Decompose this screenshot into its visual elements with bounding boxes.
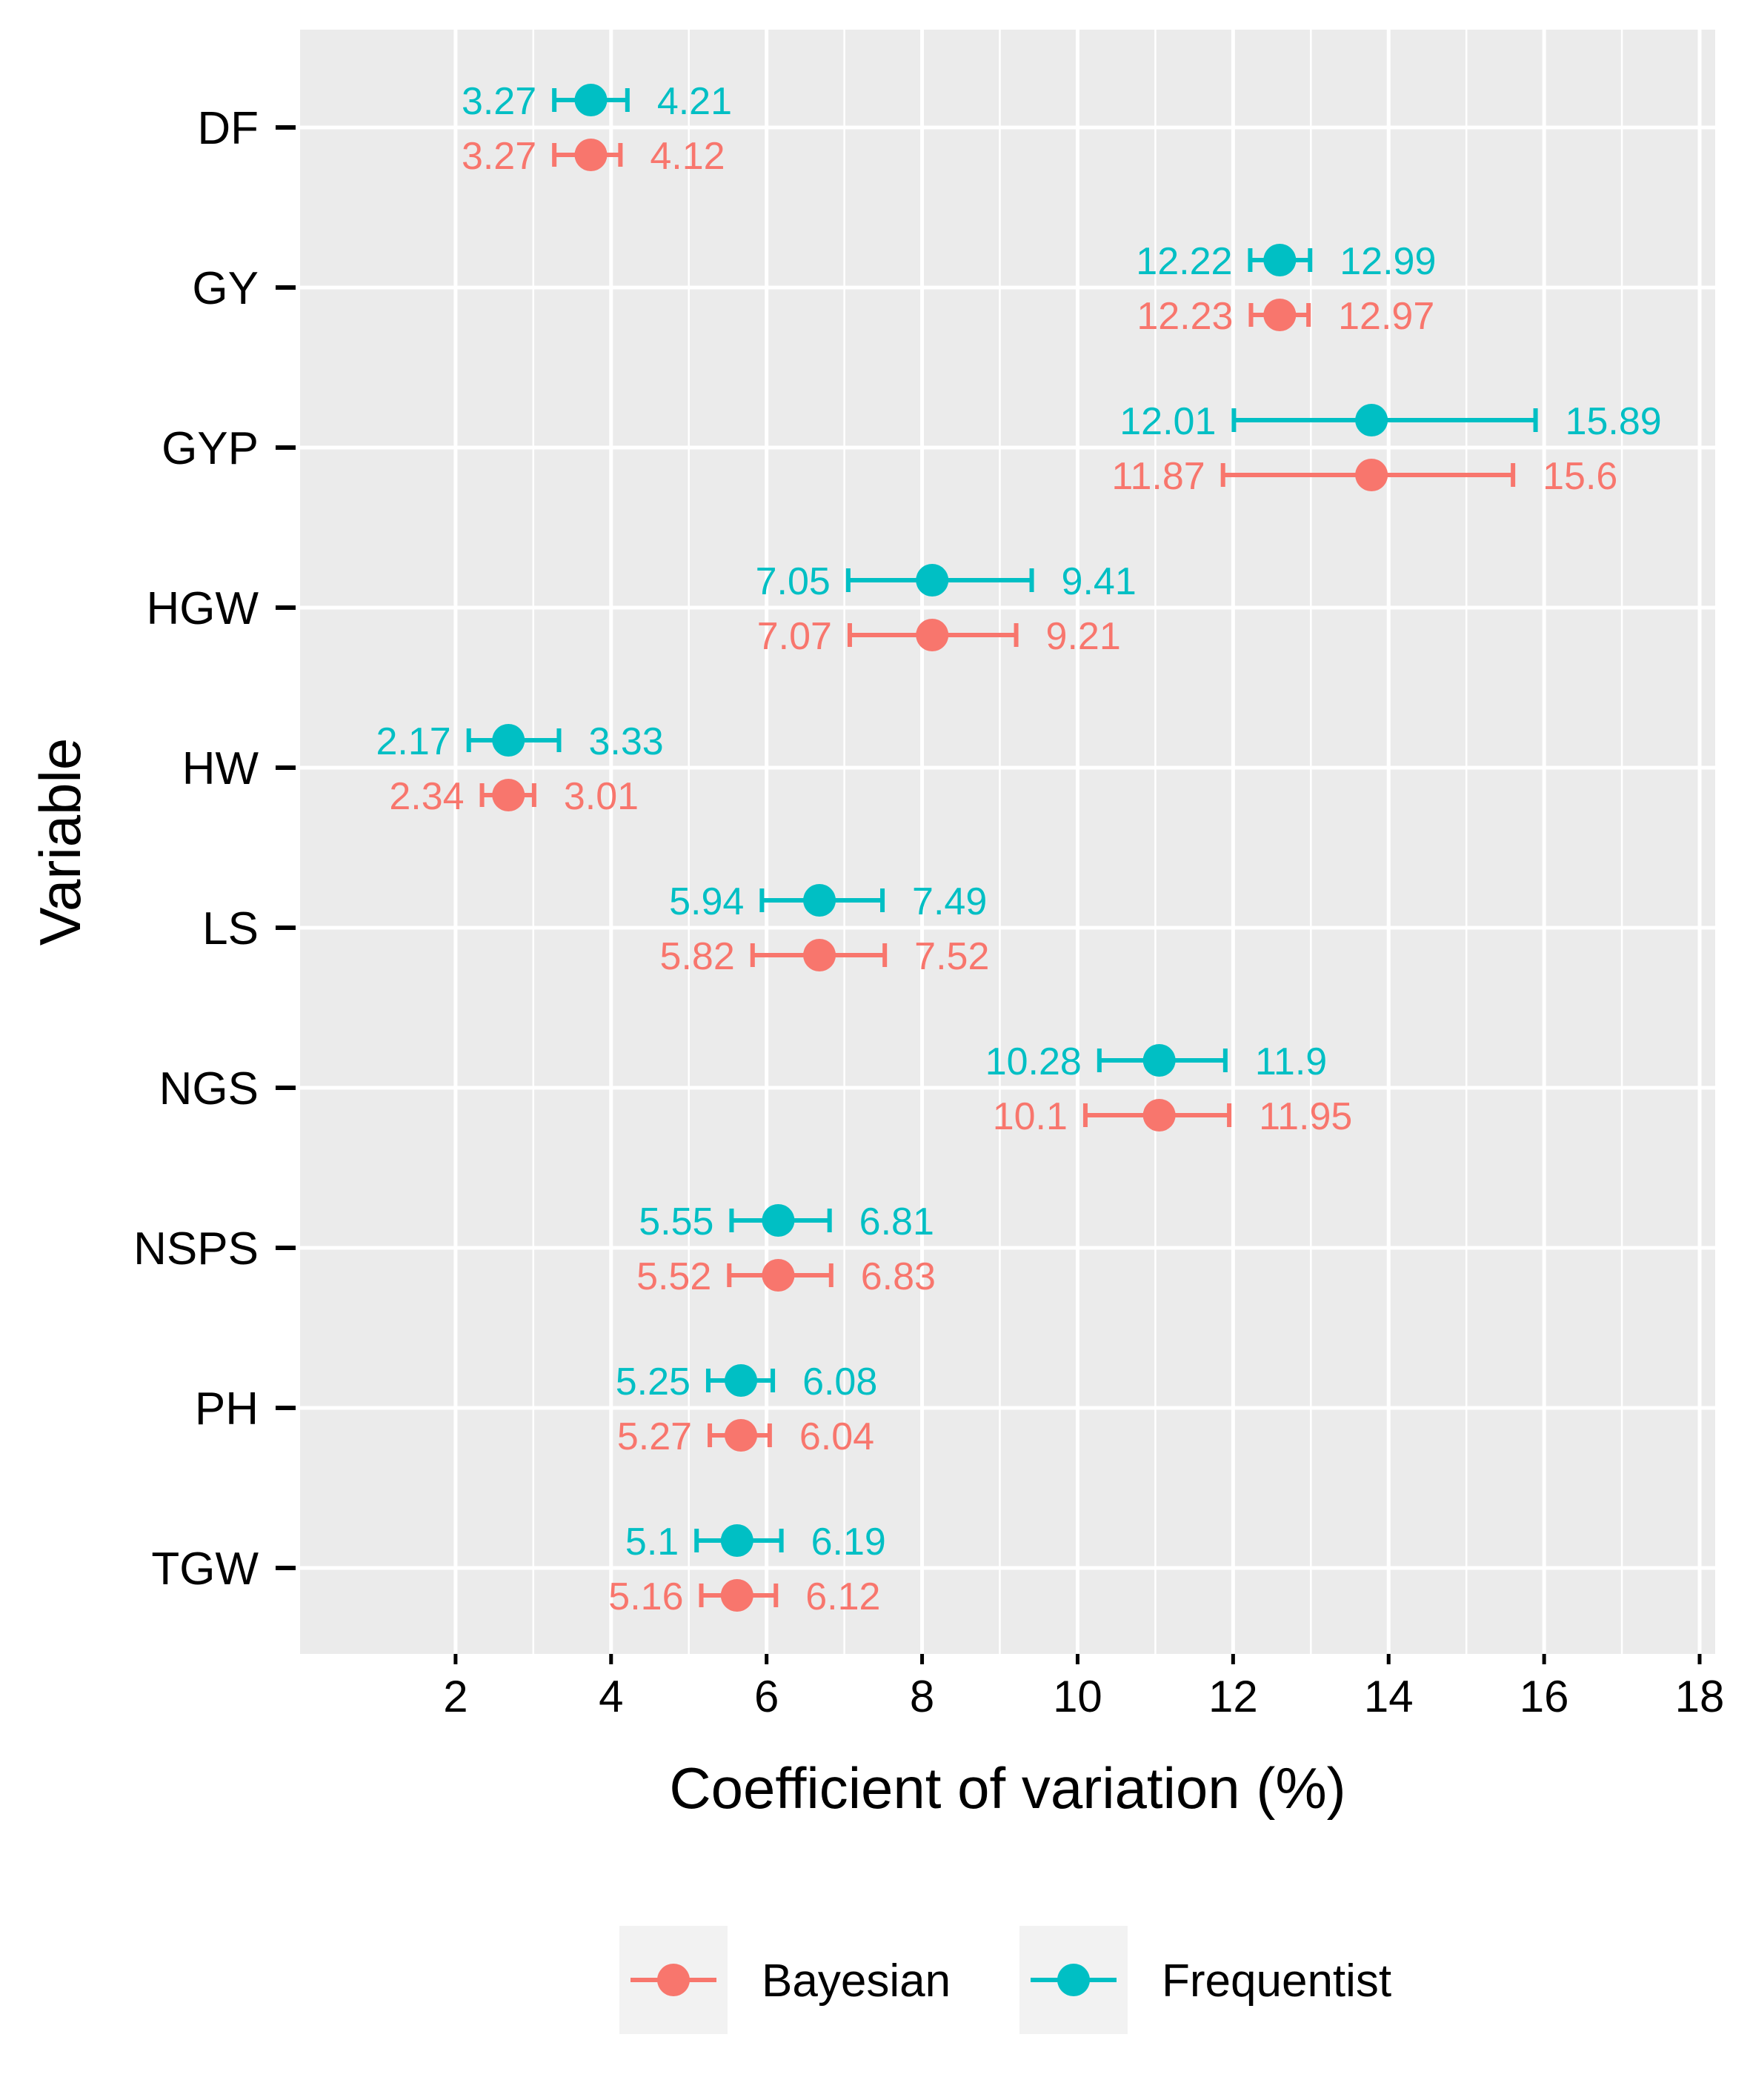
y-tick-label-hgw: HGW: [146, 583, 259, 634]
data-layer: 3.27 4.21 12.22 12.99 12.01 15.89 7.05 9.41 2.17…: [376, 80, 1662, 1618]
bayesian-point-ph: [725, 1419, 758, 1452]
y-tick-label-ngs: NGS: [159, 1063, 259, 1114]
frequentist-upper-label: 11.9: [1255, 1040, 1327, 1083]
frequentist-upper-label: 3.33: [588, 720, 663, 763]
x-tick-label: 10: [1053, 1672, 1102, 1721]
grid-lines: [300, 30, 1715, 1654]
x-tick-label: 16: [1520, 1672, 1569, 1721]
legend-label-frequentist: Frequentist: [1162, 1956, 1391, 2007]
bayesian-upper-label: 9.21: [1046, 615, 1121, 658]
x-axis-title: Coefficient of variation (%): [669, 1755, 1345, 1821]
y-axis-title: Variable: [27, 738, 93, 946]
frequentist-lower-label: 12.01: [1119, 400, 1216, 443]
x-tick-label: 12: [1208, 1672, 1258, 1721]
frequentist-lower-label: 5.94: [669, 880, 744, 923]
frequentist-lower-label: 3.27: [462, 80, 536, 123]
frequentist-point-hgw: [916, 564, 949, 597]
bayesian-upper-label: 6.12: [805, 1575, 880, 1618]
bayesian-lower-label: 2.34: [389, 775, 464, 818]
x-tick-label: 14: [1364, 1672, 1414, 1721]
y-tick-label-tgw: TGW: [151, 1544, 259, 1595]
bayesian-upper-label: 15.6: [1543, 455, 1617, 498]
bayesian-upper-label: 4.12: [650, 135, 725, 178]
bayesian-lower-label: 7.07: [757, 615, 832, 658]
frequentist-point-gyp: [1355, 404, 1388, 436]
bayesian-upper-label: 7.52: [914, 935, 989, 978]
frequentist-lower-label: 5.55: [639, 1200, 713, 1243]
x-tick-label: 4: [599, 1672, 623, 1721]
bayesian-lower-label: 5.27: [617, 1415, 692, 1458]
y-tick-label-nsps: NSPS: [133, 1223, 259, 1275]
frequentist-upper-label: 7.49: [912, 880, 987, 923]
legend-point-frequentist: [1057, 1964, 1090, 1996]
axes: 2 4 6 8 10 12 14 16 18 DF GY GYP HGW HW LS NGS NSPS PH TGW: [133, 103, 1724, 1721]
y-tick-label-gy: GY: [192, 263, 259, 314]
frequentist-upper-label: 15.89: [1566, 400, 1662, 443]
frequentist-upper-label: 6.08: [802, 1360, 877, 1403]
frequentist-point-ngs: [1142, 1044, 1176, 1077]
bayesian-point-gyp: [1355, 459, 1388, 491]
bayesian-point-gy: [1263, 299, 1297, 331]
bayesian-lower-label: 5.16: [608, 1575, 683, 1618]
frequentist-lower-label: 5.1: [625, 1521, 679, 1564]
frequentist-point-ls: [803, 884, 836, 917]
bayesian-point-ngs: [1142, 1099, 1176, 1132]
bayesian-point-ls: [803, 939, 836, 971]
bayesian-point-nsps: [762, 1259, 795, 1292]
frequentist-lower-label: 12.22: [1136, 240, 1232, 283]
frequentist-lower-label: 7.05: [756, 560, 831, 603]
bayesian-point-tgw: [720, 1579, 753, 1612]
frequentist-point-ph: [725, 1364, 758, 1397]
x-tick-label: 18: [1675, 1672, 1725, 1721]
bayesian-upper-label: 11.95: [1259, 1095, 1352, 1138]
frequentist-point-tgw: [720, 1524, 753, 1557]
y-tick-label-ls: LS: [202, 903, 259, 954]
x-tick-label: 2: [443, 1672, 468, 1721]
legend-label-bayesian: Bayesian: [762, 1956, 951, 2007]
frequentist-upper-label: 6.81: [859, 1200, 934, 1243]
bayesian-lower-label: 3.27: [462, 135, 536, 178]
y-tick-label-ph: PH: [195, 1383, 259, 1435]
bayesian-lower-label: 12.23: [1137, 295, 1233, 338]
frequentist-point-gy: [1263, 244, 1297, 276]
frequentist-lower-label: 10.28: [985, 1040, 1082, 1083]
legend: Bayesian Frequentist: [619, 1926, 1391, 2034]
frequentist-upper-label: 12.99: [1340, 240, 1436, 283]
bayesian-upper-label: 6.83: [861, 1255, 936, 1298]
bayesian-upper-label: 6.04: [799, 1415, 874, 1458]
y-tick-label-gyp: GYP: [162, 423, 259, 474]
x-tick-label: 6: [754, 1672, 779, 1721]
frequentist-lower-label: 5.25: [616, 1360, 691, 1403]
bayesian-lower-label: 5.82: [660, 935, 735, 978]
frequentist-upper-label: 6.19: [811, 1521, 886, 1564]
frequentist-point-df: [574, 84, 608, 116]
bayesian-upper-label: 12.97: [1338, 295, 1434, 338]
bayesian-point-hw: [492, 779, 525, 811]
bayesian-upper-label: 3.01: [564, 775, 639, 818]
bayesian-point-hgw: [916, 619, 949, 651]
bayesian-point-df: [574, 139, 608, 171]
bayesian-lower-label: 10.1: [993, 1095, 1068, 1138]
plot-panel: [300, 30, 1715, 1654]
frequentist-upper-label: 9.41: [1062, 560, 1137, 603]
frequentist-upper-label: 4.21: [657, 80, 732, 123]
frequentist-point-hw: [492, 724, 525, 757]
frequentist-lower-label: 2.17: [376, 720, 451, 763]
bayesian-lower-label: 11.87: [1111, 455, 1205, 498]
frequentist-point-nsps: [762, 1204, 795, 1237]
bayesian-lower-label: 5.52: [636, 1255, 711, 1298]
y-tick-label-df: DF: [197, 103, 259, 154]
y-tick-label-hw: HW: [182, 743, 259, 794]
legend-point-bayesian: [657, 1964, 690, 1996]
x-tick-label: 8: [910, 1672, 934, 1721]
